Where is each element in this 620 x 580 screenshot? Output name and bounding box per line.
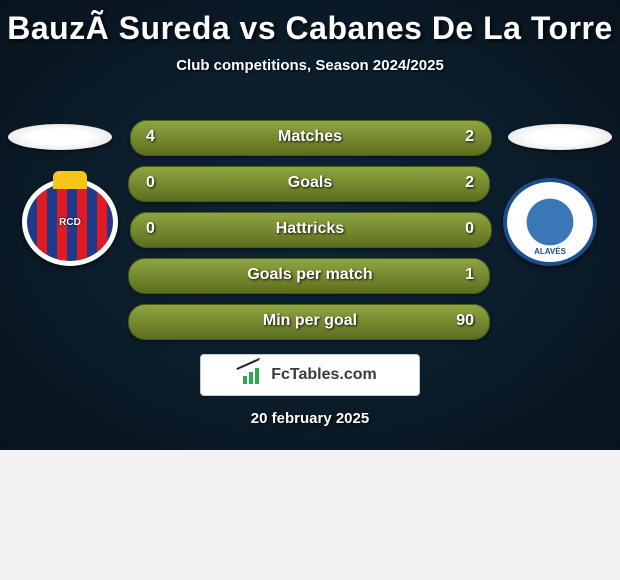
stat-row: Goals per match1	[130, 258, 490, 292]
stat-row: 4Matches2	[130, 120, 490, 154]
stat-value-right: 90	[456, 304, 474, 338]
stat-value-right: 2	[465, 166, 474, 200]
stat-rows: 4Matches20Goals20Hattricks0Goals per mat…	[0, 120, 620, 350]
stat-row: 0Hattricks0	[130, 212, 490, 246]
stat-label: Min per goal	[130, 304, 490, 338]
comparison-card: BauzÃ Sureda vs Cabanes De La Torre Club…	[0, 0, 620, 450]
stat-value-right: 1	[465, 258, 474, 292]
branding-badge[interactable]: FcTables.com	[200, 354, 420, 396]
stat-row: 0Goals2	[130, 166, 490, 200]
date-text: 20 february 2025	[0, 410, 620, 427]
stat-label: Goals per match	[130, 258, 490, 292]
stat-label: Hattricks	[130, 212, 490, 246]
branding-text: FcTables.com	[271, 366, 377, 384]
stat-label: Matches	[130, 120, 490, 154]
subtitle: Club competitions, Season 2024/2025	[0, 57, 620, 74]
stat-value-right: 0	[465, 212, 474, 246]
stat-value-right: 2	[465, 120, 474, 154]
stat-label: Goals	[130, 166, 490, 200]
stat-row: Min per goal90	[130, 304, 490, 338]
chart-icon	[243, 366, 265, 384]
page-title: BauzÃ Sureda vs Cabanes De La Torre	[0, 0, 620, 47]
